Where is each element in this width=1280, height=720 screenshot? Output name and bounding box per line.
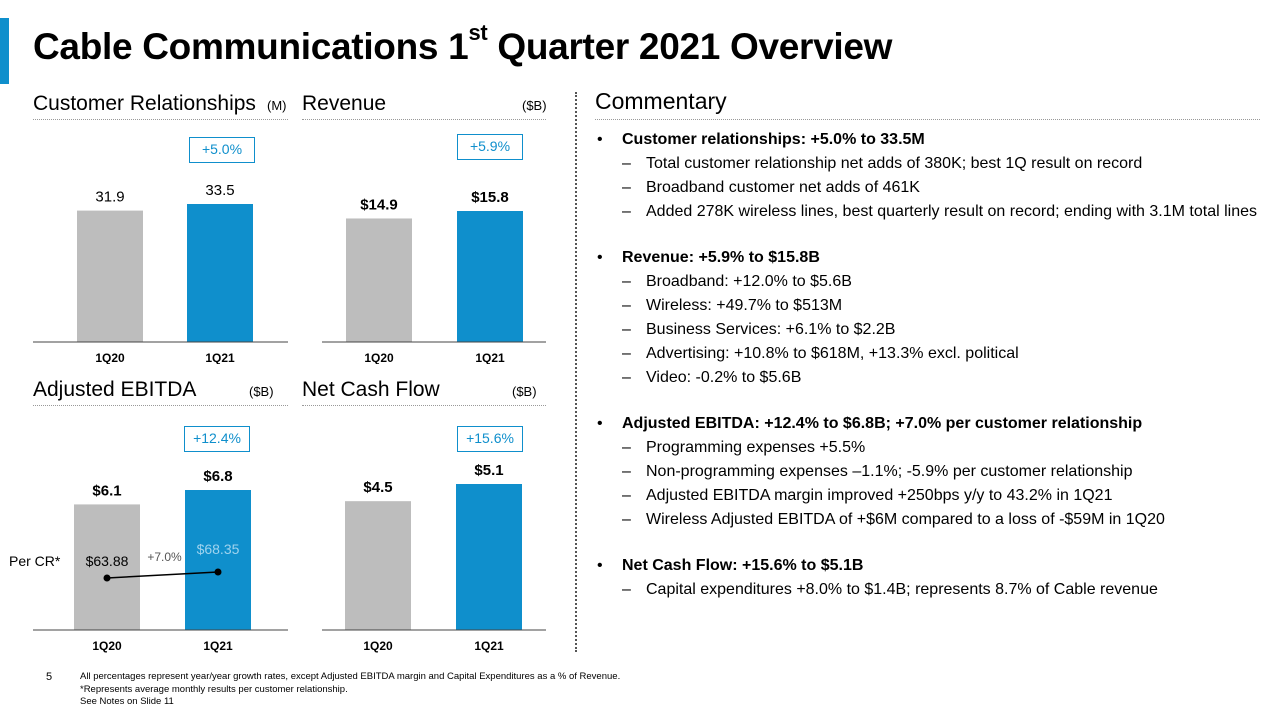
bar-1q21 bbox=[457, 211, 523, 342]
commentary-item: Broadband customer net adds of 461K bbox=[597, 176, 1257, 200]
commentary-item: Non-programming expenses –1.1%; -5.9% pe… bbox=[597, 460, 1257, 484]
panel-unit: ($B) bbox=[522, 98, 547, 113]
revenue-chart: $14.9 1Q20 $15.8 1Q21 bbox=[322, 189, 546, 364]
panel-unit: ($B) bbox=[512, 384, 537, 399]
commentary-item: Broadband: +12.0% to $5.6B bbox=[597, 270, 1257, 294]
per-cr-value-label: $68.35 bbox=[197, 541, 240, 557]
bar-value-label: $5.1 bbox=[474, 462, 503, 479]
panel-header: Revenue ($B) bbox=[302, 92, 547, 120]
page-title: Cable Communications 1st Quarter 2021 Ov… bbox=[33, 20, 893, 68]
commentary-item: Programming expenses +5.5% bbox=[597, 436, 1257, 460]
bar-value-label: 31.9 bbox=[95, 189, 124, 206]
commentary-headline: Customer relationships: +5.0% to 33.5M bbox=[597, 128, 1257, 152]
commentary-item: Total customer relationship net adds of … bbox=[597, 152, 1257, 176]
page-number: 5 bbox=[46, 671, 53, 683]
x-tick-label: 1Q20 bbox=[364, 351, 394, 364]
per-cr-growth-label: +7.0% bbox=[147, 550, 182, 564]
commentary-list: Customer relationships: +5.0% to 33.5MTo… bbox=[597, 128, 1257, 624]
commentary-item: Advertising: +10.8% to $618M, +13.3% exc… bbox=[597, 342, 1257, 366]
per-cr-point bbox=[214, 568, 222, 576]
column-divider bbox=[575, 92, 577, 652]
bar-1q21 bbox=[185, 490, 251, 630]
panel-revenue: Revenue ($B) +5.9% $14.9 1Q20 $15.8 1Q21 bbox=[302, 92, 547, 372]
commentary-group: Revenue: +5.9% to $15.8BBroadband: +12.0… bbox=[597, 246, 1257, 390]
bar-value-label: $4.5 bbox=[363, 479, 392, 496]
commentary-divider bbox=[595, 119, 1260, 120]
x-tick-label: 1Q21 bbox=[205, 351, 235, 364]
commentary-title: Commentary bbox=[595, 88, 727, 114]
bar-value-label: 33.5 bbox=[205, 182, 234, 199]
x-tick-label: 1Q21 bbox=[475, 351, 505, 364]
growth-badge: +15.6% bbox=[457, 426, 523, 452]
commentary-item: Business Services: +6.1% to $2.2B bbox=[597, 318, 1257, 342]
growth-badge: +5.9% bbox=[457, 134, 523, 160]
x-tick-label: 1Q20 bbox=[95, 351, 125, 364]
panel-title: Customer Relationships bbox=[33, 92, 256, 115]
bar-1q21 bbox=[456, 484, 522, 630]
footnote: All percentages represent year/year grow… bbox=[80, 671, 621, 682]
accent-bar bbox=[0, 18, 9, 84]
per-cr-line bbox=[106, 571, 219, 579]
panel-header: Customer Relationships (M) bbox=[33, 92, 288, 120]
panel-unit: (M) bbox=[267, 98, 287, 113]
panel-adjusted-ebitda: Adjusted EBITDA ($B) +12.4% $6.1 1Q20 $6.8… bbox=[9, 378, 288, 663]
commentary-headline: Adjusted EBITDA: +12.4% to $6.8B; +7.0% … bbox=[597, 412, 1257, 436]
panel-title: Adjusted EBITDA bbox=[33, 378, 197, 401]
x-tick-label: 1Q20 bbox=[363, 639, 393, 653]
growth-badge: +12.4% bbox=[184, 426, 250, 452]
x-tick-label: 1Q21 bbox=[474, 639, 504, 653]
per-cr-label: Per CR* bbox=[9, 553, 61, 569]
commentary-group: Customer relationships: +5.0% to 33.5MTo… bbox=[597, 128, 1257, 224]
commentary-group: Adjusted EBITDA: +12.4% to $6.8B; +7.0% … bbox=[597, 412, 1257, 532]
commentary-item: Wireless: +49.7% to $513M bbox=[597, 294, 1257, 318]
adjusted-ebitda-chart: $6.1 1Q20 $6.8 1Q21 $63.88 $68.35 +7.0% Per CR* bbox=[9, 468, 288, 653]
bar-1q20 bbox=[345, 501, 411, 630]
commentary-headline: Revenue: +5.9% to $15.8B bbox=[597, 246, 1257, 270]
footnote: *Represents average monthly results per … bbox=[80, 683, 348, 695]
panel-title: Revenue bbox=[302, 92, 387, 115]
footnotes: All percentages represent year/year grow… bbox=[80, 671, 620, 709]
bar-value-label: $6.1 bbox=[92, 482, 121, 499]
panel-unit: ($B) bbox=[249, 384, 274, 399]
commentary-headline: Net Cash Flow: +15.6% to $5.1B bbox=[597, 554, 1257, 578]
bar-value-label: $14.9 bbox=[360, 196, 398, 213]
commentary-item: Video: -0.2% to $5.6B bbox=[597, 366, 1257, 390]
bar-1q20 bbox=[74, 504, 140, 630]
bar-1q20 bbox=[77, 210, 143, 342]
footnote: See Notes on Slide 11 bbox=[80, 696, 174, 707]
x-tick-label: 1Q20 bbox=[92, 639, 122, 653]
bar-1q21 bbox=[187, 204, 253, 342]
panel-title: Net Cash Flow bbox=[302, 378, 440, 401]
commentary-item: Wireless Adjusted EBITDA of +$6M compare… bbox=[597, 508, 1257, 532]
x-tick-label: 1Q21 bbox=[203, 639, 233, 653]
customer-relationships-chart: 31.9 1Q20 33.5 1Q21 bbox=[33, 182, 288, 364]
bar-1q20 bbox=[346, 218, 412, 342]
commentary-item: Capital expenditures +8.0% to $1.4B; rep… bbox=[597, 578, 1257, 602]
net-cash-flow-chart: $4.5 1Q20 $5.1 1Q21 bbox=[322, 462, 546, 653]
panel-header: Adjusted EBITDA ($B) bbox=[33, 378, 288, 406]
bar-value-label: $15.8 bbox=[471, 189, 509, 206]
commentary-item: Adjusted EBITDA margin improved +250bps … bbox=[597, 484, 1257, 508]
panel-header: Net Cash Flow ($B) bbox=[302, 378, 546, 406]
per-cr-point bbox=[103, 574, 111, 582]
commentary-item: Added 278K wireless lines, best quarterl… bbox=[597, 200, 1257, 224]
panel-customer-relationships: Customer Relationships (M) +5.0% 31.9 1Q2… bbox=[33, 92, 288, 372]
panel-net-cash-flow: Net Cash Flow ($B) +15.6% $4.5 1Q20 $5.1 1Q… bbox=[302, 378, 546, 663]
growth-badge: +5.0% bbox=[189, 137, 255, 163]
bar-value-label: $6.8 bbox=[203, 468, 232, 485]
commentary-group: Net Cash Flow: +15.6% to $5.1BCapital ex… bbox=[597, 554, 1257, 602]
per-cr-value-label: $63.88 bbox=[86, 553, 129, 569]
